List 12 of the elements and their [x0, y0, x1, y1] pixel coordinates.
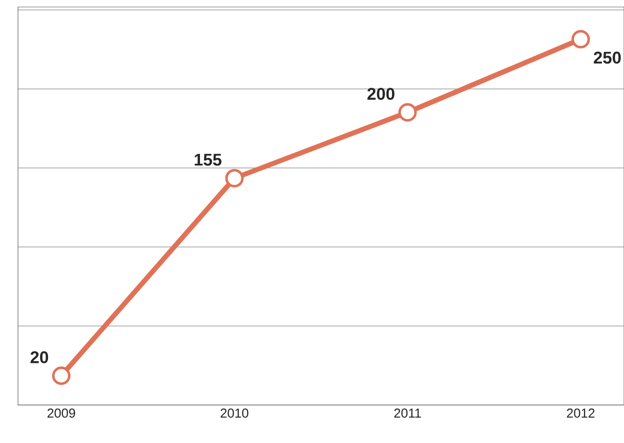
data-label: 250: [594, 52, 621, 64]
point: [52, 366, 71, 385]
point: [572, 30, 590, 48]
data-label: 200: [367, 88, 394, 100]
x-tick-label: 2010: [220, 408, 248, 418]
point: [225, 168, 244, 188]
point: [398, 103, 417, 122]
x-tick-label: 2012: [566, 408, 594, 418]
data-label: 155: [194, 154, 222, 166]
x-tick-label: 2011: [394, 408, 421, 418]
data-label: 20: [30, 351, 48, 364]
x-tick-label: 2009: [48, 408, 76, 418]
